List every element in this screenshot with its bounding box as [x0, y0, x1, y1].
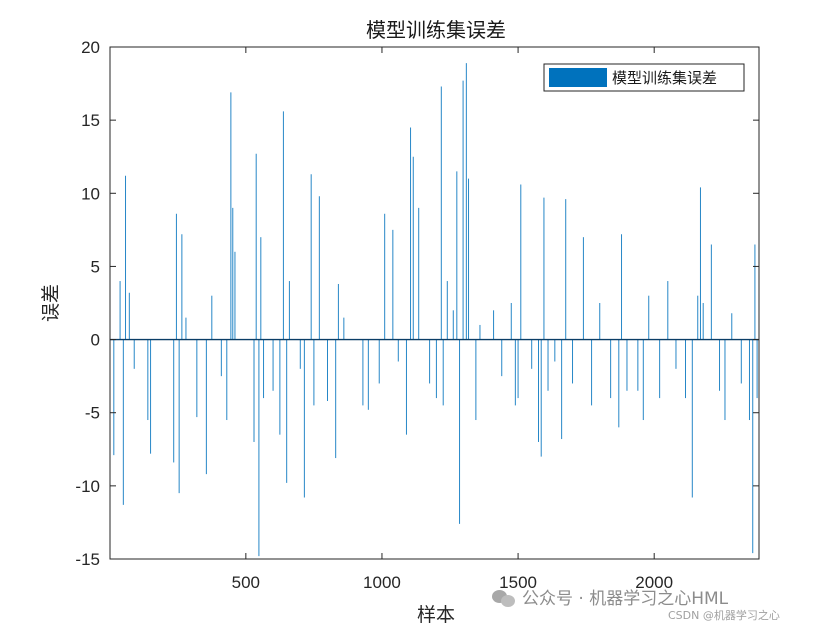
chart-title: 模型训练集误差 [366, 18, 506, 42]
y-tick-label: 0 [91, 331, 100, 350]
legend-swatch [549, 68, 607, 87]
legend-label: 模型训练集误差 [612, 69, 717, 87]
y-axis-label: 误差 [40, 284, 62, 322]
watermark-main-text: 公众号 · 机器学习之心HML [522, 589, 729, 609]
plot-area [110, 47, 759, 559]
watermark-sub: CSDN @机器学习之心 [668, 607, 780, 623]
y-tick-label: -15 [75, 550, 100, 569]
wechat-icon [492, 588, 516, 608]
x-tick-label: 1000 [363, 573, 401, 592]
y-tick-label: -10 [75, 477, 100, 496]
y-tick-label: -5 [85, 404, 100, 423]
plot-frame [109, 46, 760, 560]
watermark-main: 公众号 · 机器学习之心HML [492, 584, 728, 609]
y-tick-label: 15 [81, 111, 100, 130]
x-axis-ticks: 500 1000 1500 2000 [232, 47, 673, 592]
legend: 模型训练集误差 [543, 63, 745, 92]
x-tick-label: 2000 [635, 573, 673, 592]
x-tick-label: 500 [232, 573, 260, 592]
y-tick-label: 10 [81, 184, 100, 203]
y-axis-ticks: -15 -10 -5 0 5 10 15 20 [75, 38, 759, 569]
y-tick-label: 5 [91, 257, 100, 276]
x-tick-label: 1500 [499, 573, 537, 592]
bar-series [113, 63, 758, 557]
watermark-sub-text: CSDN @机器学习之心 [668, 609, 780, 622]
y-tick-label: 20 [81, 38, 100, 57]
x-axis-label: 样本 [417, 604, 455, 626]
